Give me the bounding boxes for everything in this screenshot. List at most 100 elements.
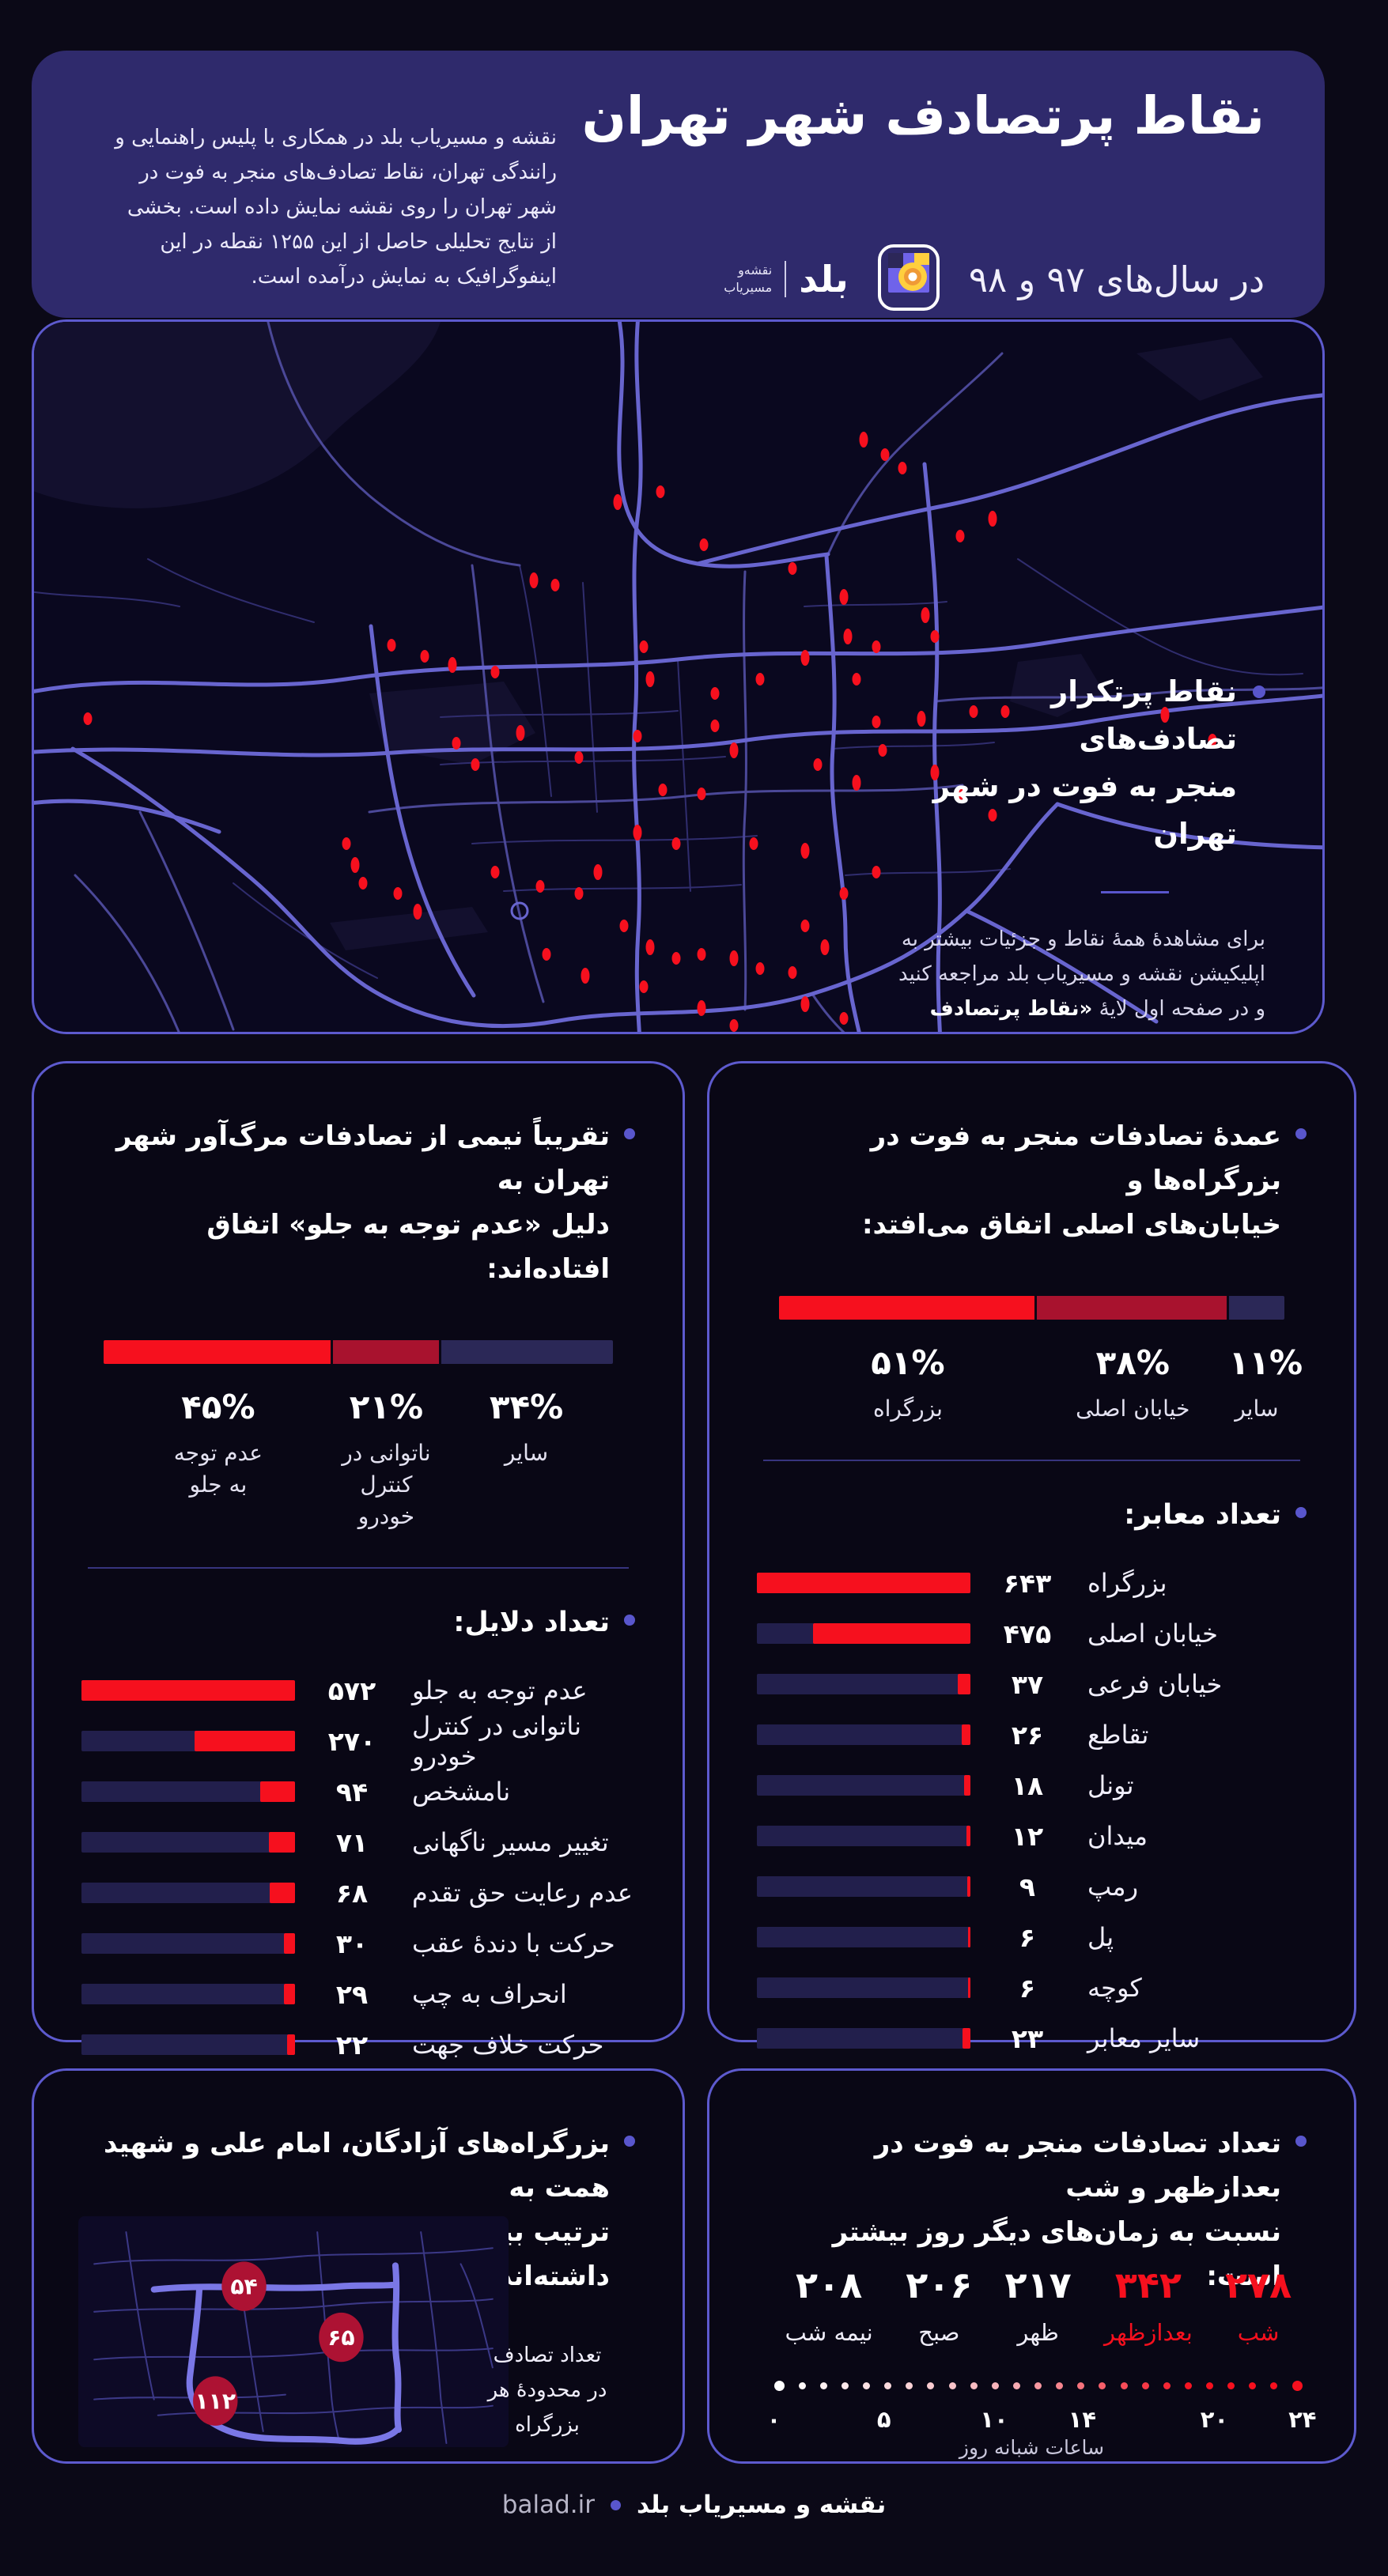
page-subtitle: در سال‌های ۹۷ و ۹۸ [968,258,1265,300]
hours-axis-ticks: ۰ ۵ ۱۰ ۱۴ ۲۰ ۲۴ [709,2406,1354,2438]
bar-track [81,1680,295,1701]
stacked-bar-labels: ۴۵% عدم توجه به جلو ۲۱% ناتوانی در کنترل خودر… [104,1388,613,1532]
bar-fill [194,1731,295,1751]
bullet-icon [1295,1507,1307,1518]
bar-value: ۱۸ [1011,1770,1044,1801]
bar-fill [283,1933,295,1954]
bar-value: ۲۶ [1011,1719,1044,1751]
bar-value: ۲۹ [335,1978,369,2010]
bar-track [757,1927,970,1947]
bar-label: بزرگراه [1087,1568,1167,1598]
bar-track [757,1724,970,1745]
bar-value: ۷۱ [335,1826,369,1858]
axis-dot [798,2382,806,2389]
axis-dot [1012,2382,1020,2389]
highway-badge: ۱۱۲ [193,2376,238,2426]
bar-row: ۲۷۰ ناتوانی در کنترل خودرو [81,1711,635,1771]
bar-fill [963,2028,970,2049]
bar-value: ۹۴ [335,1776,369,1807]
bar-row: ۳۰ حرکت با دندهٔ عقب [81,1918,635,1969]
bar-fill [757,1573,970,1593]
minimap-caption: تعداد تصادف در محدودهٔ هر بزرگراه [487,2344,607,2437]
bar-track [757,1623,970,1644]
tehran-accident-map-panel: نقاط پرتکرار تصادف‌های منجر به فوت در شهر… [32,319,1325,1034]
bar-value: ۶۴۳ [1003,1567,1052,1599]
bar-value: ۴۷۵ [1003,1618,1052,1649]
stacked-bar-labels: ۵۱% بزرگراه ۳۸% خیابان اصلی ۱۱% سایر [779,1343,1303,1425]
bar-track [757,1674,970,1694]
bar-label: انحراف به چپ [412,1979,567,2009]
axis-dot [884,2382,892,2389]
svg-text:۶۵: ۶۵ [327,2325,354,2351]
svg-text:۱۱۲: ۱۱۲ [195,2389,236,2415]
bar-track [757,1573,970,1593]
bar-value: ۲۳ [1011,2023,1044,2054]
axis-dot [927,2382,935,2389]
axis-tick: ۱۴ [1068,2406,1097,2433]
bar-fill [286,2034,295,2055]
highway-badge: ۵۴ [221,2261,267,2311]
bar-fill [958,1674,970,1694]
time-period: ۲۱۷ ظهر [1004,2264,1072,2346]
bar-fill [284,1984,295,2004]
roads-count-heading: تعداد معابر: [757,1493,1307,1537]
axis-dot [906,2382,913,2389]
bar-label: حرکت با دندهٔ عقب [412,1928,615,1958]
axis-dot [773,2381,785,2391]
time-period: ۲۷۸ شب [1224,2264,1292,2346]
axis-tick: ۱۰ [980,2406,1008,2433]
logo-tagline: نقشه‌و مسیریاب [724,263,773,295]
bar-fill [968,1977,970,1998]
axis-dot [1034,2382,1042,2389]
stacked-bar [104,1340,614,1364]
footer-site-link[interactable]: balad.ir [501,2491,595,2519]
bar-track [757,1977,970,1998]
bar-track [81,1984,295,2004]
bar-track [81,1832,295,1853]
causes-panel: تقریباً نیمی از تصادفات مرگ‌آور شهر تهرا… [32,1061,685,2162]
stacked-bar-segment [104,1340,331,1364]
header-banner: نقاط پرتصادف شهر تهران در سال‌های ۹۷ و ۹… [32,51,1325,318]
divider [88,1567,629,1569]
axis-tick: ۲۴ [1288,2406,1317,2433]
bar-row: ۶۸ عدم رعایت حق تقدم [81,1868,635,1918]
stacked-bar-segment [779,1296,1034,1320]
bar-fill [81,1680,295,1701]
axis-dot [1292,2381,1303,2391]
axis-dot [948,2382,956,2389]
roads-bar-list: ۶۴۳ بزرگراه ۴۷۵ خیابان اصلی ۳۷ خیابان فرعی ۲۶ ت… [757,1558,1307,2064]
causes-count-heading: تعداد دلایل: [81,1600,635,1645]
bar-row: ۱۸ تونل [757,1760,1307,1811]
bar-row: ۲۳ سایر معابر [757,2013,1307,2064]
axis-dot [863,2382,870,2389]
bar-row: ۹ رمپ [757,1861,1307,1912]
bar-value: ۶ [1019,1921,1036,1953]
footer: نقشه و مسیریاب بلد balad.ir [0,2491,1388,2519]
bar-row: ۹۴ نامشخص [81,1766,635,1817]
stacked-bar-segment [1229,1296,1284,1320]
balad-wordmark: بلد [799,258,849,300]
bar-fill [269,1883,295,1903]
bar-row: ۵۷۲ عدم توجه به جلو [81,1665,635,1716]
stacked-bar-segment [441,1340,614,1364]
hours-dot-axis [773,2381,1303,2391]
bar-value: ۶ [1019,1972,1036,2004]
bar-row: ۳۷ خیابان فرعی [757,1659,1307,1709]
highways-panel: بزرگراه‌های آزادگان، امام علی و شهید همت… [32,2068,685,2464]
bar-label: حرکت خلاف جهت [412,2030,604,2060]
bar-row: ۲۲ حرکت خلاف جهت [81,2019,635,2070]
bar-label: تونل [1087,1770,1134,1800]
bar-value: ۵۷۲ [327,1675,376,1706]
bar-row: ۲۹ انحراف به چپ [81,1969,635,2019]
bar-row: ۱۲ میدان [757,1811,1307,1861]
bar-row: ۲۶ تقاطع [757,1709,1307,1760]
bar-track [81,1883,295,1903]
axis-dot [1120,2382,1128,2389]
bar-label: کوچه [1087,1973,1142,2003]
axis-dot [841,2382,849,2389]
highways-minimap-svg: ۵۴ ۶۵ ۱۱۲ [78,2215,509,2448]
bar-track [81,1731,295,1751]
axis-dot [1077,2382,1085,2389]
stacked-bar-segment-label: ۳۸% خیابان اصلی [1076,1343,1190,1422]
